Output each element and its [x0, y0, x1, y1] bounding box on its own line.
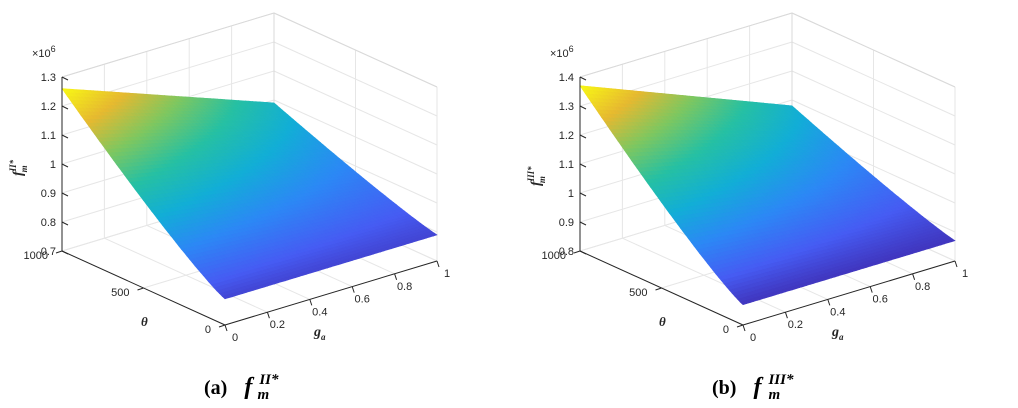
y-tick-mark — [137, 287, 144, 291]
x-tick-label: 1 — [444, 268, 450, 280]
x-tick-mark — [309, 299, 313, 306]
x-tick-label: 0 — [232, 332, 238, 344]
z-axis-label-sup: II* — [8, 159, 18, 172]
y-tick-mark — [218, 324, 226, 328]
surface — [579, 85, 956, 306]
box-edge — [61, 12, 275, 78]
z-axis-label: fII*m — [8, 159, 29, 176]
x-tick-mark — [436, 260, 440, 268]
z-tick-label: 0.7 — [41, 246, 56, 258]
y-tick-label: 0 — [205, 324, 211, 336]
x-axis-label: ga — [313, 325, 326, 342]
z-multiplier-exp: 6 — [51, 44, 56, 54]
z-tick-mark — [61, 221, 69, 226]
z-tick-label: 1.2 — [41, 101, 56, 113]
z-tick-mark — [61, 105, 69, 110]
x-tick-label: 0.2 — [270, 319, 285, 331]
z-tick-mark — [61, 134, 69, 139]
z-tick-mark — [61, 192, 69, 197]
x-axis-label-sub: a — [321, 332, 326, 342]
x-tick-label: 0.8 — [397, 281, 412, 293]
y-tick-label: 500 — [111, 287, 129, 299]
x-tick-mark — [351, 286, 355, 293]
surface — [61, 88, 438, 300]
z-tick-label: 1.3 — [41, 72, 56, 84]
z-tick-label: 0.8 — [41, 217, 56, 229]
z-axis-label-sub: m — [19, 165, 29, 172]
box-edge — [273, 12, 438, 88]
z-tick-mark — [61, 250, 69, 255]
z-multiplier: ×106 — [32, 44, 56, 60]
x-tick-mark — [266, 312, 270, 319]
x-axis-label-main: g — [313, 325, 321, 340]
surface-plot-a: 00.20.40.60.81050010000.70.80.911.11.21.… — [8, 12, 450, 344]
z-tick-mark — [61, 76, 69, 81]
z-tick-mark — [61, 163, 69, 168]
box-edge — [579, 12, 793, 78]
surface-plot-b: 00.20.40.60.81050010000.80.911.11.21.31.… — [526, 12, 968, 344]
x-tick-label: 0.6 — [355, 294, 370, 306]
z-tick-label: 1 — [50, 159, 56, 171]
z-tick-label: 0.9 — [41, 188, 56, 200]
y-tick-mark — [55, 250, 63, 254]
z-tick-label: 1.1 — [41, 130, 56, 142]
x-tick-label: 0.4 — [312, 306, 327, 318]
x-tick-mark — [394, 273, 398, 280]
x-tick-mark — [224, 324, 228, 332]
y-axis-label: θ — [141, 314, 148, 329]
z-multiplier-base: ×10 — [32, 48, 51, 60]
